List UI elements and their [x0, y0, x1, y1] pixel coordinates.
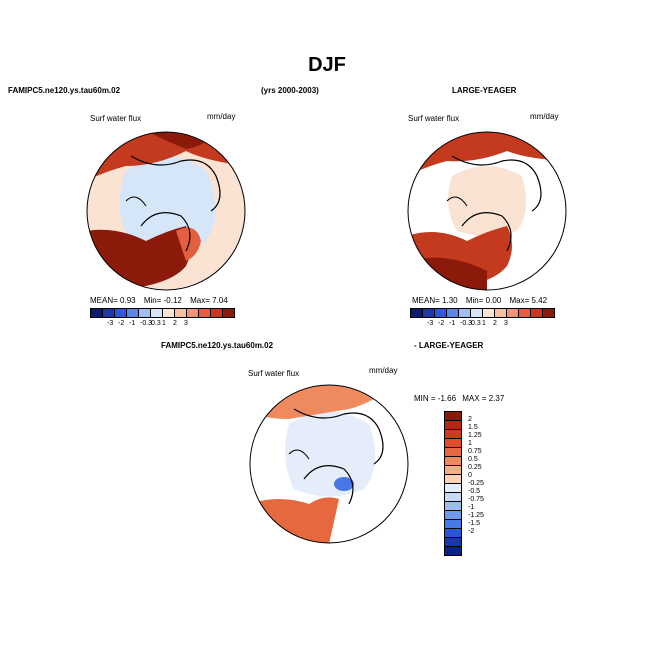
- panel1-land-outline-3: [125, 196, 147, 207]
- panel3-arctic-field: [285, 411, 376, 497]
- panel2-land-outline-3: [446, 196, 468, 207]
- colorbar-tick-label: -0.75: [468, 496, 484, 503]
- diff-header-right: - LARGE-YEAGER: [414, 341, 484, 350]
- panel1-land-outline-2: [140, 212, 191, 252]
- panel2-arctic-field: [448, 166, 526, 236]
- colorbar-tick-label: -2: [468, 528, 475, 535]
- colorbar-tick-label: -1.25: [468, 512, 484, 519]
- colorbar-tick-label: 0.5: [468, 456, 478, 463]
- panel1-variable-title: Surf water flux: [90, 114, 142, 123]
- colorbar-tick-label: 0.75: [468, 448, 482, 455]
- panel3-colorbar-ticks: 2 1.5 1.25 1 0.75 0.5 0.25 0 -0.25 -0.5 -0.75 -1 -1.…: [468, 412, 508, 542]
- colorbar-tick-label: 0: [468, 472, 472, 479]
- colorbar-tick-label: 2: [493, 320, 497, 327]
- colorbar-tick-label: -0.5: [468, 488, 481, 495]
- panel1-land-outline-1: [130, 155, 221, 212]
- colorbar-tick-label: -3: [107, 320, 114, 327]
- colorbar-tick-label: -3: [427, 320, 434, 327]
- right-model-header: LARGE-YEAGER: [452, 86, 517, 95]
- panel2-land-outline-2: [461, 212, 512, 252]
- colorbar-tick-label: 2: [173, 320, 177, 327]
- map-panel-3: [249, 384, 409, 544]
- panel3-atlantic-anomaly: [250, 497, 339, 543]
- colorbar-tick-label: -0.25: [468, 480, 484, 487]
- colorbar-tick-label: 0.3: [471, 320, 481, 327]
- years-header: (yrs 2000-2003): [261, 86, 319, 95]
- colorbar-swatch: [542, 308, 555, 318]
- panel3-land-outline-3: [288, 449, 310, 460]
- panel2-colorbar-ticks: -3 -2 -1 -0.3 0.3 1 2 3: [411, 320, 561, 330]
- panel2-variable-title: Surf water flux: [408, 114, 460, 123]
- panel2-land-outline-1: [451, 155, 542, 212]
- colorbar-tick-label: -2: [438, 320, 445, 327]
- panel1-units: mm/day: [207, 112, 236, 121]
- colorbar-tick-label: 1: [162, 320, 166, 327]
- colorbar-tick-label: -1: [129, 320, 136, 327]
- colorbar-tick-label: 2: [468, 416, 472, 423]
- colorbar-tick-label: -1.5: [468, 520, 481, 527]
- colorbar-tick-label: 1: [468, 440, 472, 447]
- panel1-colorbar-ticks: -3 -2 -1 -0.3 0.3 1 2 3: [91, 320, 241, 330]
- panel3-negative-anomaly: [334, 477, 354, 491]
- colorbar-swatch: [444, 546, 462, 556]
- colorbar-swatch: [222, 308, 235, 318]
- colorbar-tick-label: 1.5: [468, 424, 478, 431]
- colorbar-tick-label: 0.25: [468, 464, 482, 471]
- panel1-stats: MEAN= 0.93 Min= -0.12 Max= 7.04: [90, 296, 228, 305]
- panel3-units: mm/day: [369, 366, 398, 375]
- left-model-header: FAMIPC5.ne120.ys.tau60m.02: [8, 86, 121, 95]
- colorbar-tick-label: 1: [482, 320, 486, 327]
- colorbar-tick-label: -1: [449, 320, 456, 327]
- panel2-stats: MEAN= 1.30 Min= 0.00 Max= 5.42: [412, 296, 548, 305]
- panel3-land-outline-1: [293, 408, 384, 465]
- panel1-arctic-field: [119, 156, 216, 251]
- panel1-colorbar: [90, 308, 235, 318]
- diff-header-left: FAMIPC5.ne120.ys.tau60m.02: [161, 341, 274, 350]
- colorbar-tick-label: 3: [184, 320, 188, 327]
- figure-title: DJF: [308, 54, 346, 76]
- colorbar-tick-label: 0.3: [151, 320, 161, 327]
- panel3-variable-title: Surf water flux: [248, 369, 300, 378]
- colorbar-tick-label: 1.25: [468, 432, 482, 439]
- colorbar-tick-label: -0.3: [140, 320, 153, 327]
- panel3-land-outline-2: [303, 465, 354, 505]
- panel3-colorbar: [444, 411, 462, 556]
- colorbar-tick-label: 3: [504, 320, 508, 327]
- colorbar-tick-label: -2: [118, 320, 125, 327]
- map-panel-2: [407, 131, 567, 291]
- map-panel-1: [86, 131, 246, 291]
- panel3-stats: MIN = -1.66 MAX = 2.37: [414, 394, 505, 403]
- colorbar-tick-label: -0.3: [460, 320, 473, 327]
- panel2-units: mm/day: [530, 112, 559, 121]
- colorbar-tick-label: -1: [468, 504, 475, 511]
- panel2-colorbar: [410, 308, 555, 318]
- panel1-pacific-storm: [87, 132, 245, 181]
